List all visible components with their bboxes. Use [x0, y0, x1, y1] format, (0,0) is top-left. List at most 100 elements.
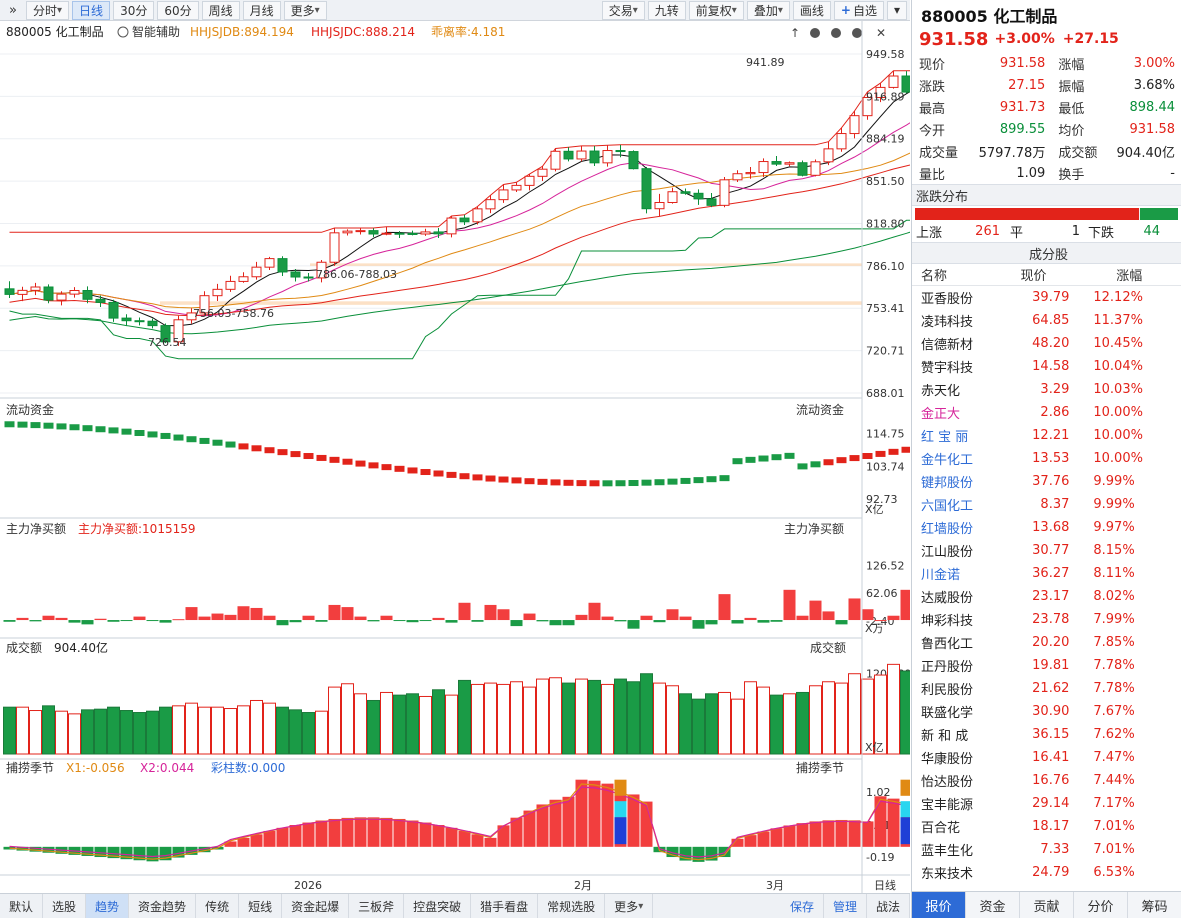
season-bar [224, 841, 237, 847]
vol-bar [874, 674, 887, 755]
nine-turn-button[interactable]: 九转 [647, 0, 686, 20]
kline-chart[interactable]: 880005 化工制品 智能辅助 HHJSJDB:894.194 HHJSJDC… [0, 21, 910, 893]
comp-row[interactable]: 赤天化 3.29 10.03% [912, 378, 1181, 401]
comp-row[interactable]: 亚香股份 39.79 12.12% [912, 286, 1181, 309]
comp-row[interactable]: 川金诺 36.27 8.11% [912, 562, 1181, 585]
net-bar [445, 620, 458, 623]
tab-daily[interactable]: 日线 [72, 0, 111, 20]
bb-hunter[interactable]: 猎手看盘 [471, 893, 539, 918]
vol-bar [185, 702, 198, 755]
quote-value: 931.58 [1129, 121, 1176, 137]
tab-more[interactable]: 更多 [283, 0, 327, 20]
comp-row[interactable]: 赞宇科技 14.58 10.04% [912, 355, 1181, 378]
bb-control-break[interactable]: 控盘突破 [404, 893, 472, 918]
comp-row[interactable]: 华康股份 16.41 7.47% [912, 746, 1181, 769]
tab-monthly[interactable]: 月线 [242, 0, 281, 20]
net-bar [484, 604, 497, 621]
bb-normal-pick[interactable]: 常规选股 [538, 893, 606, 918]
bb-save[interactable]: 保存 [781, 893, 824, 918]
bb-traditional[interactable]: 传统 [196, 893, 240, 918]
bb-three-axe[interactable]: 三板斧 [349, 893, 405, 918]
tab-chips[interactable]: 筹码 [1128, 892, 1181, 918]
vol-bar [42, 705, 55, 755]
comp-row[interactable]: 蓝丰生化 7.33 7.01% [912, 838, 1181, 861]
comp-row[interactable]: 金正大 2.86 10.00% [912, 401, 1181, 424]
vol-bar [393, 694, 406, 755]
up-arrow-icon[interactable]: ↑ [790, 26, 800, 40]
flow-block [459, 473, 470, 480]
watchlist-button[interactable]: + 自选 [833, 0, 884, 20]
tab-fenshi[interactable]: 分时 [26, 0, 70, 20]
net-bar [653, 620, 666, 623]
comp-row[interactable]: 利民股份 21.62 7.78% [912, 677, 1181, 700]
bb-strategy[interactable]: 战法 [867, 893, 910, 918]
comp-row[interactable]: 正丹股份 19.81 7.78% [912, 654, 1181, 677]
season-x2: X2:0.044 [140, 761, 194, 775]
bb-default[interactable]: 默认 [0, 893, 44, 918]
toolbar-dropdown-icon[interactable]: ▾ [886, 0, 907, 20]
comp-row[interactable]: 百合花 18.17 7.01% [912, 815, 1181, 838]
comp-row[interactable]: 宝丰能源 29.14 7.17% [912, 792, 1181, 815]
tab-weekly[interactable]: 周线 [201, 0, 240, 20]
bb-fund-trend[interactable]: 资金趋势 [129, 893, 197, 918]
comp-row[interactable]: 六国化工 8.37 9.99% [912, 493, 1181, 516]
comp-row[interactable]: 东来技术 24.79 6.53% [912, 861, 1181, 884]
quote-value: 898.44 [1129, 99, 1176, 115]
help-icon[interactable] [852, 28, 862, 38]
adjust-button[interactable]: 前复权 [688, 0, 744, 20]
comp-row[interactable]: 坤彩科技 23.78 7.99% [912, 608, 1181, 631]
comp-row[interactable]: 鲁西化工 20.20 7.85% [912, 631, 1181, 654]
plus-icon: + [840, 3, 851, 17]
comp-list: 亚香股份 39.79 12.12% 凌玮科技 64.85 11.37% 信德新材 48.20 1… [912, 286, 1181, 884]
zoom-in-icon[interactable] [810, 28, 820, 38]
comp-name: 宝丰能源 [921, 798, 974, 813]
panel-controls[interactable]: ↑ ✕ [790, 26, 886, 40]
comp-row[interactable]: 新 和 成 36.15 7.62% [912, 723, 1181, 746]
flow-block [719, 475, 730, 482]
season-bar [640, 801, 653, 847]
comp-row[interactable]: 金牛化工 13.53 10.00% [912, 447, 1181, 470]
close-icon[interactable]: ✕ [876, 26, 886, 40]
flow-block [277, 449, 288, 456]
tab-60min[interactable]: 60分 [157, 0, 199, 20]
comp-price: 36.27 [1032, 566, 1070, 581]
bb-more[interactable]: 更多 [605, 893, 654, 918]
comp-name: 亚香股份 [921, 292, 974, 307]
comp-row[interactable]: 江山股份 30.77 8.15% [912, 539, 1181, 562]
trade-button[interactable]: 交易 [601, 0, 645, 20]
comp-row[interactable]: 键邦股份 37.76 9.99% [912, 470, 1181, 493]
comp-row[interactable]: 信德新材 48.20 10.45% [912, 332, 1181, 355]
draw-button[interactable]: 画线 [792, 0, 831, 20]
comp-price: 13.53 [1032, 451, 1070, 466]
tab-price-dist[interactable]: 分价 [1074, 892, 1128, 918]
overlay-button[interactable]: 叠加 [746, 0, 790, 20]
comp-row[interactable]: 红 宝 丽 12.21 10.00% [912, 424, 1181, 447]
vol-bar [328, 686, 341, 755]
tab-30min[interactable]: 30分 [113, 0, 155, 20]
comp-row[interactable]: 怡达股份 16.76 7.44% [912, 769, 1181, 792]
tab-funds[interactable]: 资金 [966, 892, 1020, 918]
zoom-out-icon[interactable] [831, 28, 841, 38]
candle [69, 287, 80, 298]
tab-quote[interactable]: 报价 [912, 892, 966, 918]
comp-row[interactable]: 凌玮科技 64.85 11.37% [912, 309, 1181, 332]
assist-toggle-icon[interactable] [117, 26, 129, 38]
season-bar [575, 779, 588, 847]
candlesticks [4, 70, 910, 346]
collapse-icon[interactable]: » [9, 2, 17, 18]
candle [225, 275, 236, 292]
net-bar [692, 620, 705, 629]
season-bar [588, 780, 601, 847]
comp-row[interactable]: 红墙股份 13.68 9.97% [912, 516, 1181, 539]
bb-trend[interactable]: 趋势 [86, 893, 130, 918]
comp-row[interactable]: 联盛化学 30.90 7.67% [912, 700, 1181, 723]
vol-bar [822, 681, 835, 755]
bb-manage[interactable]: 管理 [824, 893, 867, 918]
comp-row[interactable]: 达威股份 23.17 8.02% [912, 585, 1181, 608]
bb-fund-burst[interactable]: 资金起爆 [282, 893, 350, 918]
bb-short-term[interactable]: 短线 [239, 893, 283, 918]
bb-stock-pick[interactable]: 选股 [43, 893, 87, 918]
tab-contrib[interactable]: 贡献 [1020, 892, 1074, 918]
candle [186, 308, 197, 324]
flow-tick: 103.74 [866, 460, 905, 473]
